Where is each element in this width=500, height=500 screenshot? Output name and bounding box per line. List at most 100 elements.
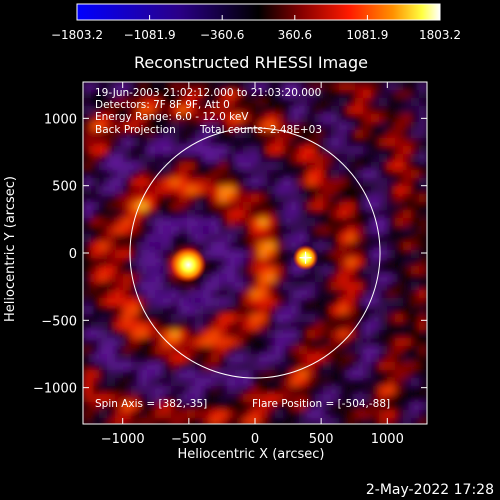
- heatmap-cell: [131, 346, 140, 355]
- colorbar-tick-label: 360.6: [278, 28, 312, 42]
- heatmap-cell: [387, 370, 396, 379]
- heatmap-cell: [307, 130, 316, 139]
- heatmap-cell: [147, 210, 156, 219]
- heatmap-cell: [323, 330, 332, 339]
- heatmap-cell: [347, 306, 356, 315]
- heatmap-cell: [147, 106, 156, 115]
- heatmap-cell: [379, 266, 388, 275]
- heatmap-cell: [147, 282, 156, 291]
- heatmap-cell: [187, 186, 196, 195]
- heatmap-cell: [299, 378, 308, 387]
- heatmap-cell: [243, 122, 252, 131]
- heatmap-cell: [259, 170, 268, 179]
- heatmap-cell: [163, 210, 172, 219]
- heatmap-cell: [267, 314, 276, 323]
- heatmap-cell: [275, 298, 284, 307]
- heatmap-cell: [227, 314, 236, 323]
- heatmap-cell: [131, 282, 140, 291]
- heatmap-cell: [299, 186, 308, 195]
- heatmap-cell: [291, 242, 300, 251]
- heatmap-cell: [411, 250, 420, 259]
- heatmap-cell: [411, 194, 420, 203]
- heatmap-cell: [419, 210, 427, 219]
- heatmap-cell: [419, 242, 427, 251]
- heatmap-cell: [163, 130, 172, 139]
- heatmap-cell: [139, 106, 148, 115]
- heatmap-cell: [283, 210, 292, 219]
- heatmap-cell: [259, 226, 268, 235]
- heatmap-cell: [323, 98, 332, 107]
- heatmap-cell: [163, 274, 172, 283]
- heatmap-cell: [155, 210, 164, 219]
- heatmap-cell: [267, 130, 276, 139]
- heatmap-cell: [403, 394, 412, 403]
- heatmap-cell: [235, 242, 244, 251]
- heatmap-cell: [107, 370, 116, 379]
- heatmap-cell: [299, 170, 308, 179]
- heatmap-cell: [347, 266, 356, 275]
- heatmap-cell: [275, 146, 284, 155]
- heatmap-cell: [267, 282, 276, 291]
- heatmap-cell: [123, 202, 132, 211]
- heatmap-cell: [219, 178, 228, 187]
- heatmap-cell: [115, 274, 124, 283]
- heatmap-cell: [147, 178, 156, 187]
- heatmap-cell: [395, 410, 404, 419]
- heatmap-cell: [91, 98, 100, 107]
- heatmap-cell: [347, 90, 356, 99]
- heatmap-cell: [363, 186, 372, 195]
- heatmap-cell: [315, 186, 324, 195]
- heatmap-cell: [107, 218, 116, 227]
- heatmap-cell: [211, 186, 220, 195]
- heatmap-cell: [299, 330, 308, 339]
- heatmap-cell: [395, 162, 404, 171]
- heatmap-cell: [275, 362, 284, 371]
- heatmap-cell: [315, 314, 324, 323]
- heatmap-cell: [419, 106, 427, 115]
- heatmap-cell: [363, 170, 372, 179]
- heatmap-cell: [267, 274, 276, 283]
- heatmap-cell: [123, 170, 132, 179]
- heatmap-cell: [291, 402, 300, 411]
- heatmap-cell: [235, 114, 244, 123]
- heatmap-cell: [219, 402, 228, 411]
- heatmap-cell: [323, 386, 332, 395]
- heatmap-cell: [371, 346, 380, 355]
- heatmap-cell: [259, 418, 268, 424]
- heatmap-cell: [283, 394, 292, 403]
- heatmap-cell: [307, 298, 316, 307]
- heatmap-cell: [299, 146, 308, 155]
- heatmap-cell: [347, 330, 356, 339]
- heatmap-cell: [123, 386, 132, 395]
- heatmap-cell: [107, 314, 116, 323]
- heatmap-cell: [299, 154, 308, 163]
- heatmap-cell: [227, 330, 236, 339]
- heatmap-cell: [259, 266, 268, 275]
- heatmap-cell: [139, 274, 148, 283]
- heatmap-cell: [187, 362, 196, 371]
- heatmap-cell: [267, 242, 276, 251]
- heatmap-cell: [323, 82, 332, 91]
- heatmap-cell: [203, 178, 212, 187]
- heatmap-cell: [291, 338, 300, 347]
- heatmap-cell: [227, 218, 236, 227]
- heatmap-cell: [275, 186, 284, 195]
- heatmap-cell: [371, 82, 380, 91]
- heatmap-cell: [235, 210, 244, 219]
- heatmap-cell: [179, 306, 188, 315]
- heatmap-cell: [267, 106, 276, 115]
- heatmap-cell: [371, 402, 380, 411]
- heatmap-cell: [195, 122, 204, 131]
- heatmap-cell: [347, 418, 356, 424]
- heatmap-cell: [195, 202, 204, 211]
- heatmap-cell: [123, 418, 132, 424]
- heatmap-cell: [379, 410, 388, 419]
- heatmap-cell: [259, 138, 268, 147]
- heatmap-cell: [107, 394, 116, 403]
- heatmap-cell: [387, 282, 396, 291]
- heatmap-cell: [115, 290, 124, 299]
- heatmap-cell: [331, 298, 340, 307]
- heatmap-cell: [187, 378, 196, 387]
- heatmap-cell: [379, 194, 388, 203]
- heatmap-cell: [387, 130, 396, 139]
